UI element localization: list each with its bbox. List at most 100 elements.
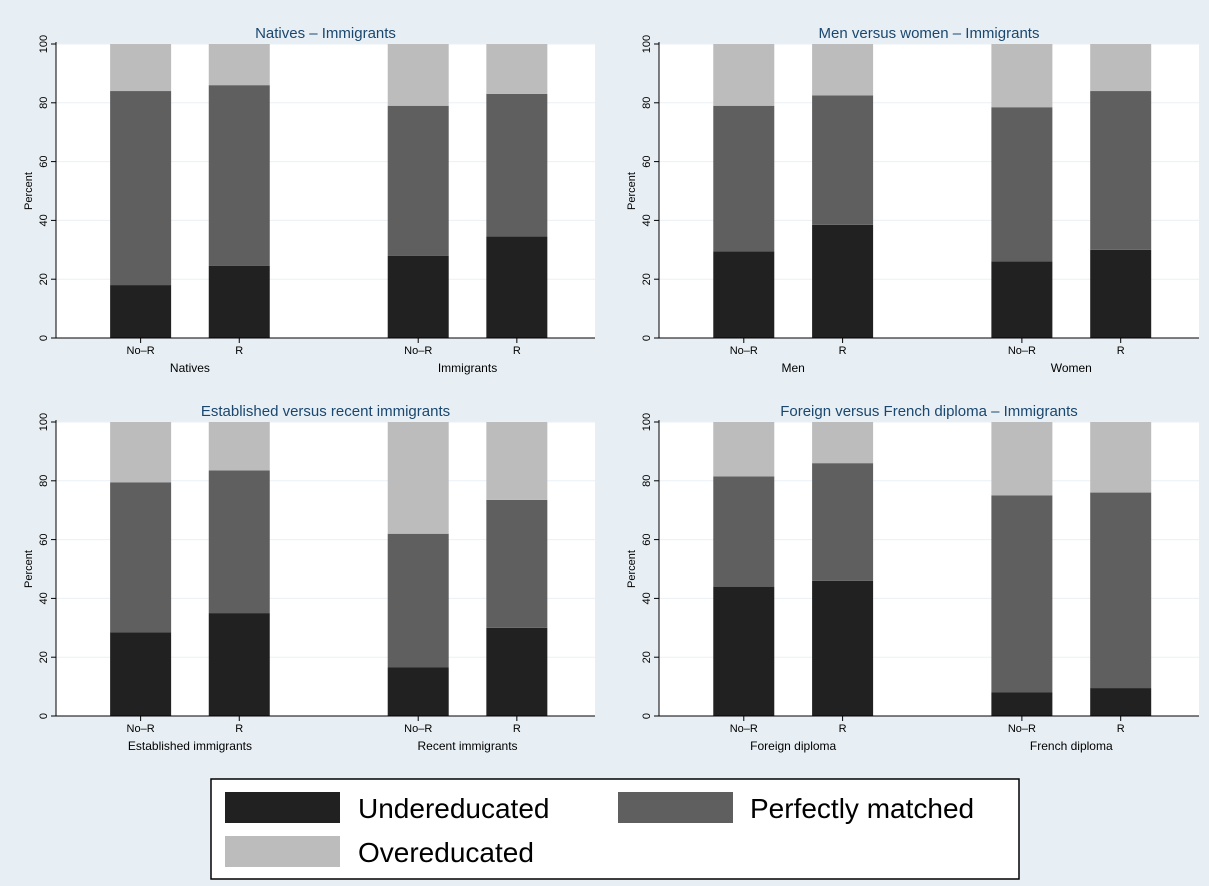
y-tick-label: 40 bbox=[38, 592, 50, 604]
x-tick-label: No–R bbox=[404, 723, 432, 735]
group-label: French diploma bbox=[1030, 739, 1113, 753]
chart-title: Men versus women – Immigrants bbox=[819, 25, 1040, 42]
bar-established-immigrants-no-r-undereducated bbox=[110, 632, 172, 716]
y-tick-label: 0 bbox=[38, 713, 50, 719]
bar-french-diploma-r-undereducated bbox=[1090, 688, 1152, 716]
bar-men-r-overeducated bbox=[812, 44, 874, 96]
chart-panel-4: Foreign versus French diploma – Immigran… bbox=[626, 403, 1199, 753]
x-tick-label: R bbox=[235, 345, 243, 357]
legend-frame bbox=[210, 778, 1020, 880]
legend-swatch-perfectly-matched bbox=[618, 792, 733, 823]
bar-recent-immigrants-no-r-overeducated bbox=[387, 422, 449, 534]
bar-women-no-r-perfectly-matched bbox=[991, 107, 1053, 262]
x-tick-label: No–R bbox=[404, 345, 432, 357]
bar-men-no-r-perfectly-matched bbox=[713, 105, 775, 252]
bar-women-r-perfectly-matched bbox=[1090, 91, 1152, 250]
group-label: Immigrants bbox=[438, 361, 497, 375]
bar-men-no-r-overeducated bbox=[713, 44, 775, 106]
x-tick-label: R bbox=[839, 345, 847, 357]
bar-established-immigrants-r-perfectly-matched bbox=[208, 470, 270, 614]
bar-recent-immigrants-no-r-perfectly-matched bbox=[387, 533, 449, 668]
x-tick-label: R bbox=[1117, 723, 1125, 735]
x-tick-label: R bbox=[513, 345, 521, 357]
bar-women-r-undereducated bbox=[1090, 249, 1152, 338]
y-tick-label: 20 bbox=[38, 273, 50, 285]
bar-immigrants-no-r-undereducated bbox=[387, 255, 449, 338]
bar-french-diploma-no-r-undereducated bbox=[991, 692, 1053, 716]
bar-women-no-r-undereducated bbox=[991, 261, 1053, 338]
x-tick-label: R bbox=[235, 723, 243, 735]
x-tick-label: No–R bbox=[1008, 345, 1036, 357]
group-label: Foreign diploma bbox=[750, 739, 836, 753]
bar-immigrants-r-perfectly-matched bbox=[486, 93, 548, 237]
bar-natives-r-overeducated bbox=[208, 44, 270, 86]
y-tick-label: 60 bbox=[641, 533, 653, 545]
y-tick-label: 40 bbox=[641, 592, 653, 604]
bar-immigrants-no-r-perfectly-matched bbox=[387, 105, 449, 256]
group-label: Women bbox=[1051, 361, 1092, 375]
chart-panel-1: Natives – Immigrants No–R R Natives No–R R Imm… bbox=[23, 25, 595, 375]
bar-immigrants-r-overeducated bbox=[486, 44, 548, 94]
y-tick-label: 0 bbox=[641, 713, 653, 719]
y-tick-label: 60 bbox=[641, 155, 653, 167]
bar-foreign-diploma-r-undereducated bbox=[812, 580, 874, 716]
y-tick-label: 80 bbox=[641, 97, 653, 109]
chart-title: Foreign versus French diploma – Immigran… bbox=[780, 403, 1078, 420]
bar-women-r-overeducated bbox=[1090, 44, 1152, 92]
y-tick-label: 100 bbox=[38, 35, 50, 53]
y-axis-title: Percent bbox=[23, 550, 35, 588]
legend-swatch-undereducated bbox=[225, 792, 340, 823]
y-tick-label: 100 bbox=[641, 35, 653, 53]
bar-recent-immigrants-no-r-undereducated bbox=[387, 667, 449, 716]
group-label: Established immigrants bbox=[128, 739, 252, 753]
y-tick-label: 20 bbox=[641, 273, 653, 285]
y-tick-label: 100 bbox=[641, 413, 653, 431]
y-tick-label: 0 bbox=[38, 335, 50, 341]
x-tick-label: No–R bbox=[1008, 723, 1036, 735]
bar-foreign-diploma-no-r-undereducated bbox=[713, 586, 775, 716]
group-label: Men bbox=[782, 361, 805, 375]
bar-french-diploma-no-r-perfectly-matched bbox=[991, 495, 1053, 693]
bar-natives-no-r-overeducated bbox=[110, 44, 172, 92]
bar-french-diploma-r-overeducated bbox=[1090, 422, 1152, 493]
bar-established-immigrants-no-r-overeducated bbox=[110, 422, 172, 483]
y-tick-label: 20 bbox=[38, 651, 50, 663]
x-tick-label: R bbox=[839, 723, 847, 735]
bar-established-immigrants-r-undereducated bbox=[208, 613, 270, 716]
legend-label-overeducated: Overeducated bbox=[358, 837, 534, 868]
bar-men-no-r-undereducated bbox=[713, 251, 775, 338]
bar-natives-no-r-perfectly-matched bbox=[110, 91, 172, 286]
bar-foreign-diploma-r-overeducated bbox=[812, 422, 874, 464]
bar-immigrants-r-undereducated bbox=[486, 236, 548, 338]
y-axis-title: Percent bbox=[23, 172, 35, 210]
bar-women-no-r-overeducated bbox=[991, 44, 1053, 108]
bar-established-immigrants-r-overeducated bbox=[208, 422, 270, 471]
group-label: Recent immigrants bbox=[418, 739, 518, 753]
bar-recent-immigrants-r-overeducated bbox=[486, 422, 548, 500]
bar-men-r-perfectly-matched bbox=[812, 95, 874, 225]
chart-title: Natives – Immigrants bbox=[255, 25, 396, 42]
y-axis-title: Percent bbox=[626, 172, 638, 210]
x-tick-label: R bbox=[513, 723, 521, 735]
y-tick-label: 0 bbox=[641, 335, 653, 341]
bar-french-diploma-r-perfectly-matched bbox=[1090, 492, 1152, 689]
bar-immigrants-no-r-overeducated bbox=[387, 44, 449, 106]
group-label: Natives bbox=[170, 361, 210, 375]
legend: Undereducated Perfectly matched Overeduc… bbox=[210, 778, 1020, 880]
y-tick-label: 40 bbox=[641, 214, 653, 226]
bar-recent-immigrants-r-perfectly-matched bbox=[486, 499, 548, 628]
bar-established-immigrants-no-r-perfectly-matched bbox=[110, 482, 172, 633]
y-tick-label: 60 bbox=[38, 533, 50, 545]
y-tick-label: 40 bbox=[38, 214, 50, 226]
bar-french-diploma-no-r-overeducated bbox=[991, 422, 1053, 496]
y-tick-label: 60 bbox=[38, 155, 50, 167]
x-tick-label: No–R bbox=[730, 723, 758, 735]
x-tick-label: No–R bbox=[730, 345, 758, 357]
y-axis-title: Percent bbox=[626, 550, 638, 588]
chart-title: Established versus recent immigrants bbox=[201, 403, 450, 420]
bar-natives-r-perfectly-matched bbox=[208, 85, 270, 266]
bar-natives-r-undereducated bbox=[208, 265, 270, 338]
bar-foreign-diploma-no-r-perfectly-matched bbox=[713, 476, 775, 587]
chart-panel-2: Men versus women – Immigrants No–R R Men No–… bbox=[626, 25, 1199, 375]
